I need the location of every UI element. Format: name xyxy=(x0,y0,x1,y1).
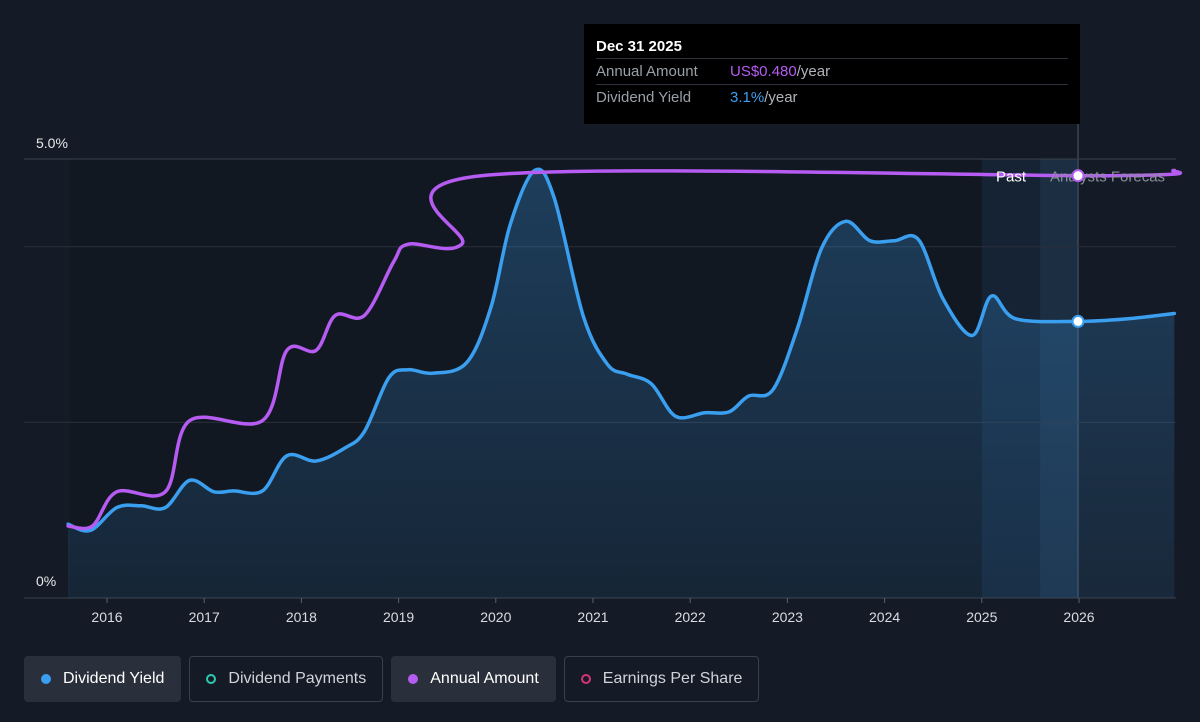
x-tick-label: 2020 xyxy=(480,609,511,625)
legend-earnings-per-share[interactable]: Earnings Per Share xyxy=(563,656,760,702)
x-tick-label: 2018 xyxy=(286,609,317,625)
tooltip-unit: /year xyxy=(764,89,798,106)
legend-dividend-yield[interactable]: Dividend Yield xyxy=(24,656,182,702)
hover-tooltip: Dec 31 2025 Annual Amount US$0.480/year … xyxy=(584,24,1080,124)
data-point-marker xyxy=(1071,169,1085,183)
tooltip-row-dividend-yield: Dividend Yield 3.1%/year xyxy=(596,84,1068,110)
markers xyxy=(1071,169,1085,328)
x-tick-label: 2023 xyxy=(772,609,803,625)
dividend-yield-line xyxy=(66,167,1177,533)
legend-dot-icon xyxy=(41,674,51,684)
y-tick-label: 0% xyxy=(36,573,56,589)
legend-label: Dividend Yield xyxy=(63,670,165,687)
legend-label: Dividend Payments xyxy=(228,670,367,687)
tooltip-label: Annual Amount xyxy=(596,63,698,80)
tooltip-date: Dec 31 2025 xyxy=(596,38,682,55)
data-point-marker xyxy=(1071,314,1085,328)
tooltip-unit: /year xyxy=(796,63,831,80)
legend-dividend-payments[interactable]: Dividend Payments xyxy=(189,656,384,702)
series-lines xyxy=(66,167,1183,533)
yield-area xyxy=(68,169,1175,598)
legend: Dividend Yield Dividend Payments Annual … xyxy=(24,656,760,702)
tooltip-value: US$0.480 xyxy=(730,63,797,80)
dividend-yield-area xyxy=(68,169,1175,598)
x-tick-label: 2019 xyxy=(383,609,414,625)
x-tick-label: 2024 xyxy=(869,609,900,625)
x-tick-label: 2022 xyxy=(675,609,706,625)
legend-annual-amount[interactable]: Annual Amount xyxy=(391,656,556,702)
legend-label: Annual Amount xyxy=(430,670,539,687)
x-tick-label: 2025 xyxy=(966,609,997,625)
legend-label: Earnings Per Share xyxy=(602,670,743,687)
past-label-text: Past xyxy=(996,169,1027,186)
legend-ring-icon xyxy=(580,674,591,684)
x-tick-label: 2017 xyxy=(189,609,220,625)
forecast-label: Analysts Forecas xyxy=(1050,169,1165,186)
x-tick-label: 2026 xyxy=(1063,609,1094,625)
y-tick-label: 5.0% xyxy=(36,135,68,151)
annual-amount-line xyxy=(66,168,1183,531)
legend-dot-icon xyxy=(408,674,419,684)
x-tick-label: 2021 xyxy=(577,609,608,625)
tooltip-label: Dividend Yield xyxy=(596,89,692,106)
tooltip-value: 3.1% xyxy=(730,89,765,106)
tooltip-row-annual-amount: Annual Amount US$0.480/year xyxy=(596,58,1068,84)
legend-ring-icon xyxy=(206,674,217,684)
x-tick-label: 2016 xyxy=(91,609,122,625)
